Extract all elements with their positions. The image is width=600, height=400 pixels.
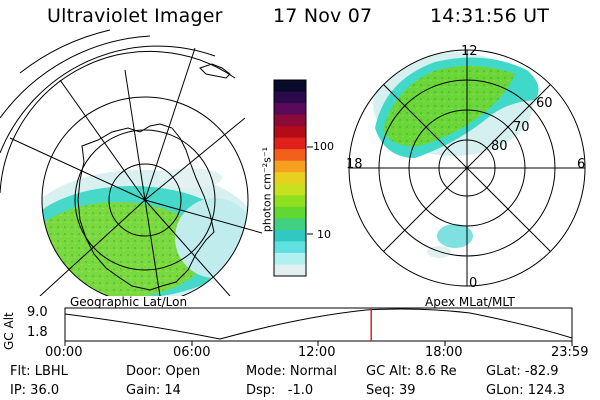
colorbar-unit-label: photon cm⁻²s⁻¹ (260, 146, 274, 233)
gain-status: Gain: 14 (126, 383, 181, 398)
colorbar-segment (274, 264, 306, 277)
altitude-ymax: 9.0 (27, 305, 48, 320)
mlt-label-18: 18 (346, 157, 363, 172)
time-tick-1800: 18:00 (425, 345, 463, 360)
altitude-ylabel: GC Alt (2, 312, 16, 350)
colorbar-segment (274, 137, 306, 150)
geographic-map (0, 29, 262, 296)
geo-longitude-status: GLon: 124.3 (486, 383, 566, 398)
apex-map-title: Apex MLat/MLT (425, 295, 515, 309)
colorbar-segment (274, 252, 306, 266)
mlat-label-60: 60 (536, 96, 553, 111)
coastline (77, 123, 215, 291)
colorbar-segment (274, 241, 306, 254)
ip-status: IP: 36.0 (10, 383, 60, 398)
filter-status: Flt: LBHL (10, 364, 68, 379)
colorbar-segment (274, 149, 306, 162)
colorbar-segment (274, 80, 306, 93)
altitude-plot (64, 307, 573, 346)
colorbar-segment (274, 172, 306, 185)
time-tick-1200: 12:00 (298, 345, 336, 360)
colorbar-segment (274, 160, 306, 173)
apex-magnetic-map (348, 49, 586, 287)
colorbar-segment (274, 229, 306, 243)
colorbar-segment (274, 183, 306, 196)
mlt-label-0: 0 (469, 276, 478, 291)
latitude-arcs (0, 29, 249, 296)
mlat-label-80: 80 (491, 139, 508, 154)
altitude-ymin: 1.8 (27, 325, 48, 340)
sequence-status: Seq: 39 (366, 383, 416, 398)
door-status: Door: Open (126, 364, 201, 379)
dsp-status: Dsp: -1.0 (246, 383, 314, 398)
colorbar-segment (274, 114, 306, 127)
colorbar-segment (274, 206, 306, 219)
colorbar-segment (274, 126, 306, 139)
mlt-label-12: 12 (461, 44, 478, 59)
time-tick-2359: 23:59 (551, 345, 589, 360)
colorbar-segment (274, 103, 306, 116)
instrument-title: Ultraviolet Imager (47, 5, 223, 27)
time-tick-0600: 06:00 (173, 345, 211, 360)
time-tick-0000: 00:00 (45, 345, 83, 360)
mlt-label-6: 6 (577, 157, 586, 172)
observation-time: 14:31:56 UT (430, 5, 550, 27)
altitude-curve (64, 308, 573, 340)
colorbar-segment (274, 91, 306, 104)
mlat-label-70: 70 (513, 120, 530, 135)
geographic-map-title: Geographic Lat/Lon (70, 295, 188, 309)
colorbar-border (273, 79, 307, 277)
aurora-emission-right (373, 52, 539, 258)
colorbar-segment (274, 218, 306, 231)
colorbar (273, 79, 313, 277)
longitude-lines (9, 47, 262, 296)
colorbar-tick-100: 100 (313, 140, 334, 153)
mode-status: Mode: Normal (246, 364, 337, 379)
mlt-lines (349, 50, 585, 286)
observation-date: 17 Nov 07 (273, 5, 373, 27)
island-outline (199, 63, 231, 79)
colorbar-tick-10: 10 (317, 228, 331, 241)
gc-altitude-status: GC Alt: 8.6 Re (366, 364, 457, 379)
geo-latitude-status: GLat: -82.9 (486, 364, 559, 379)
colorbar-segment (274, 195, 306, 208)
